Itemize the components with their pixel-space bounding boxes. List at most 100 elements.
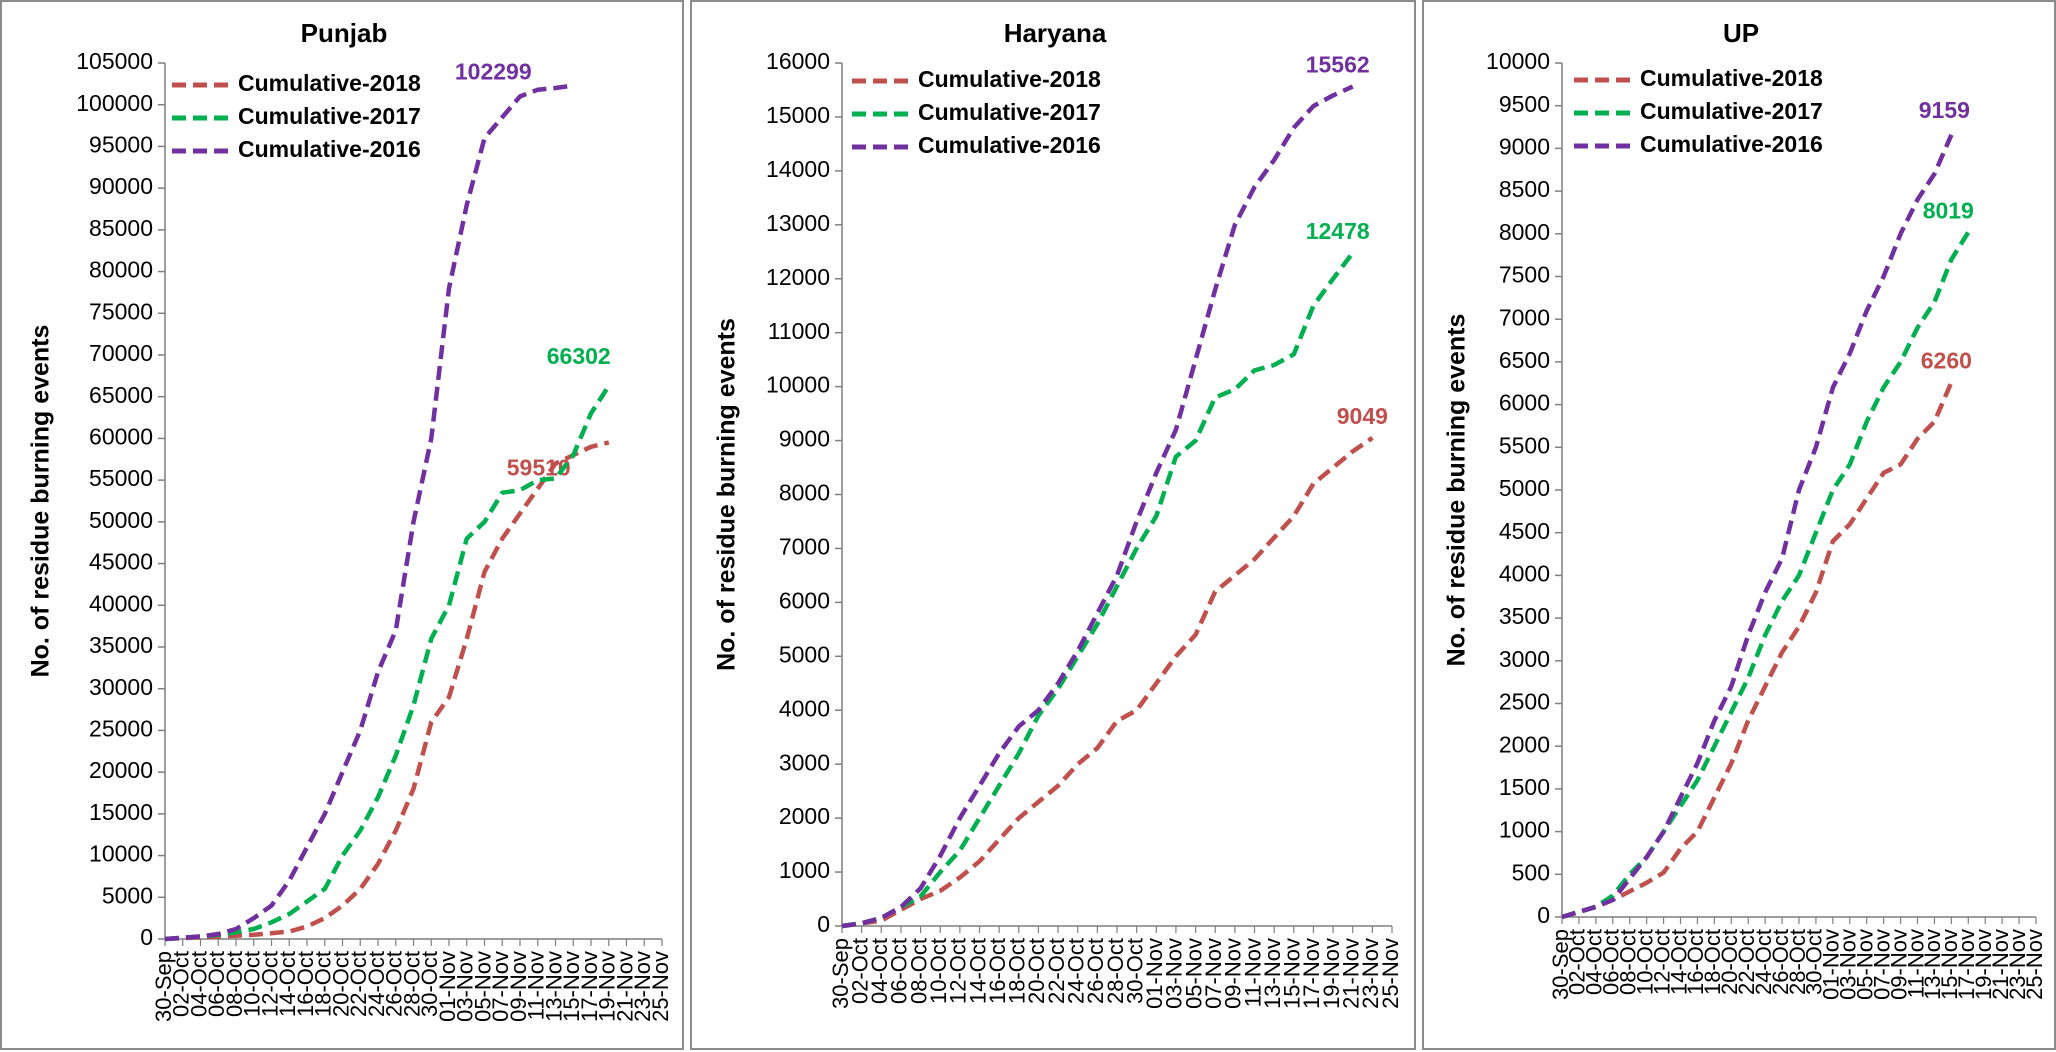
haryana-x-tick-label: 08-Oct xyxy=(906,938,931,1004)
punjab-x-tick-label: 04-Oct xyxy=(186,951,211,1017)
haryana-y-tick-label: 13000 xyxy=(766,210,830,236)
up-x-tick-label: 01-Nov xyxy=(1819,929,1844,1000)
up-y-tick-label: 2000 xyxy=(1499,731,1550,757)
haryana-y-tick-label: 11000 xyxy=(768,318,830,344)
haryana-y-tick-label: 10000 xyxy=(766,372,830,398)
punjab-legend-cumulative-2018-label: Cumulative-2018 xyxy=(238,70,421,96)
punjab-x-tick-label: 24-Oct xyxy=(364,951,389,1017)
haryana-x-tick-label: 17-Nov xyxy=(1299,938,1324,1009)
haryana-series-cumulative-2018-end-label: 9049 xyxy=(1337,403,1388,429)
up-x-tick-label: 25-Nov xyxy=(2022,929,2047,1000)
up-x-tick-label: 16-Oct xyxy=(1683,929,1708,995)
haryana-x-tick-label: 05-Nov xyxy=(1181,938,1206,1009)
punjab-x-tick-label: 30-Sep xyxy=(151,951,176,1022)
up-x-tick-label: 18-Oct xyxy=(1700,929,1725,995)
up-y-tick-label: 4000 xyxy=(1499,560,1550,586)
punjab-x-tick-label: 23-Nov xyxy=(630,951,655,1022)
up-x-tick-label: 15-Nov xyxy=(1937,929,1962,1000)
haryana-x-tick-label: 22-Oct xyxy=(1044,938,1069,1004)
up-x-tick-label: 08-Oct xyxy=(1616,929,1641,995)
up-series-cumulative-2018-line xyxy=(1561,381,1954,920)
punjab-y-tick-label: 95000 xyxy=(89,132,153,158)
punjab-x-tick-label: 09-Nov xyxy=(506,951,531,1022)
haryana-x-tick-label: 30-Sep xyxy=(828,938,853,1009)
haryana-y-tick-label: 7000 xyxy=(779,534,830,560)
punjab-chart-panel: Punjab No. of residue burning events 0 5000… xyxy=(0,0,684,1050)
punjab-y-axis-label: No. of residue burning events xyxy=(27,325,55,678)
punjab-y-tick-label: 20000 xyxy=(89,757,153,783)
haryana-y-tick-label: 4000 xyxy=(779,695,830,721)
up-x-tick-label: 21-Nov xyxy=(1988,929,2013,1000)
up-y-tick-label: 10000 xyxy=(1486,48,1550,74)
haryana-x-tick-label: 18-Oct xyxy=(1005,938,1030,1004)
up-y-tick-label: 7500 xyxy=(1499,262,1550,288)
up-y-tick-label: 3500 xyxy=(1499,603,1550,629)
punjab-series-cumulative-2016-end-label: 102299 xyxy=(455,59,532,85)
up-legend-cumulative-2018-label: Cumulative-2018 xyxy=(1640,65,1823,91)
haryana-y-tick-label: 9000 xyxy=(779,426,830,452)
up-x-tick-label: 20-Oct xyxy=(1717,929,1742,995)
up-y-tick-label: 0 xyxy=(1537,902,1550,928)
haryana-series-cumulative-2017-line xyxy=(841,251,1355,929)
punjab-y-tick-label: 65000 xyxy=(89,382,153,408)
up-chart-panel: UP No. of residue burning events 0 500 1000 1… xyxy=(1422,0,2056,1050)
up-x-tick-label: 17-Nov xyxy=(1954,929,1979,1000)
punjab-y-tick-label: 45000 xyxy=(89,549,153,575)
up-x-tick-label: 14-Oct xyxy=(1666,929,1691,995)
haryana-x-tick-label: 07-Nov xyxy=(1201,938,1226,1009)
haryana-y-tick-label: 12000 xyxy=(766,264,830,290)
haryana-x-tick-label: 20-Oct xyxy=(1024,938,1049,1004)
punjab-y-tick-label: 35000 xyxy=(89,632,153,658)
punjab-x-tick-label: 25-Nov xyxy=(648,951,673,1022)
up-legend-cumulative-2017-label: Cumulative-2017 xyxy=(1640,98,1823,124)
haryana-x-tick-label: 13-Nov xyxy=(1260,938,1285,1009)
haryana-x-tick-label: 21-Nov xyxy=(1339,938,1364,1009)
up-series-cumulative-2016-line xyxy=(1561,133,1954,920)
haryana-chart-panel: Haryana No. of residue burning events 0 100… xyxy=(690,0,1416,1050)
punjab-chart-title: Punjab xyxy=(301,18,388,48)
punjab-x-tick-label: 16-Oct xyxy=(293,951,318,1017)
up-y-tick-label: 6000 xyxy=(1499,390,1550,416)
up-x-tick-label: 19-Nov xyxy=(1971,929,1996,1000)
haryana-x-tick-label: 10-Oct xyxy=(926,938,951,1004)
up-y-tick-label: 5500 xyxy=(1499,432,1550,458)
haryana-x-tick-label: 15-Nov xyxy=(1280,938,1305,1009)
up-series-cumulative-2017-line xyxy=(1561,231,1971,920)
up-y-tick-label: 3000 xyxy=(1499,646,1550,672)
punjab-y-tick-label: 60000 xyxy=(89,424,153,450)
punjab-y-tick-label: 30000 xyxy=(89,674,153,700)
haryana-legend-cumulative-2018-label: Cumulative-2018 xyxy=(918,66,1101,92)
up-y-tick-label: 8500 xyxy=(1499,176,1550,202)
punjab-y-tick-label: 40000 xyxy=(89,590,153,616)
up-y-tick-label: 2500 xyxy=(1499,689,1550,715)
haryana-x-tick-label: 09-Nov xyxy=(1221,938,1246,1009)
up-x-tick-label: 30-Oct xyxy=(1802,929,1827,995)
haryana-x-tick-label: 04-Oct xyxy=(867,938,892,1004)
up-x-tick-label: 02-Oct xyxy=(1565,929,1590,995)
punjab-y-tick-label: 50000 xyxy=(89,507,153,533)
punjab-series-cumulative-2018-end-label: 59510 xyxy=(507,455,571,481)
up-x-tick-label: 22-Oct xyxy=(1734,929,1759,995)
up-y-tick-label: 500 xyxy=(1512,859,1550,885)
up-x-tick-label: 28-Oct xyxy=(1785,929,1810,995)
punjab-series-cumulative-2017-line xyxy=(164,384,611,942)
punjab-chart: Punjab No. of residue burning events 0 5000… xyxy=(27,18,673,1022)
haryana-x-tick-label: 03-Nov xyxy=(1162,938,1187,1009)
up-y-tick-label: 9500 xyxy=(1499,91,1550,117)
haryana-y-tick-label: 8000 xyxy=(779,480,830,506)
punjab-y-tick-label: 55000 xyxy=(89,465,153,491)
haryana-x-tick-label: 25-Nov xyxy=(1378,938,1403,1009)
up-y-axis-label: No. of residue burning events xyxy=(1443,314,1471,667)
punjab-y-tick-label: 25000 xyxy=(89,716,153,742)
up-x-tick-label: 24-Oct xyxy=(1751,929,1776,995)
haryana-legend-cumulative-2017-label: Cumulative-2017 xyxy=(918,99,1101,125)
up-y-tick-label: 1000 xyxy=(1499,817,1550,843)
punjab-y-tick-label: 105000 xyxy=(76,48,153,74)
haryana-series-cumulative-2016-line xyxy=(841,84,1354,929)
up-x-tick-label: 10-Oct xyxy=(1632,929,1657,995)
punjab-x-tick-label: 05-Nov xyxy=(470,951,495,1022)
up-x-tick-label: 30-Sep xyxy=(1548,929,1573,1000)
haryana-x-tick-label: 01-Nov xyxy=(1142,938,1167,1009)
haryana-x-tick-label: 12-Oct xyxy=(946,938,971,1004)
haryana-y-tick-label: 2000 xyxy=(779,803,830,829)
